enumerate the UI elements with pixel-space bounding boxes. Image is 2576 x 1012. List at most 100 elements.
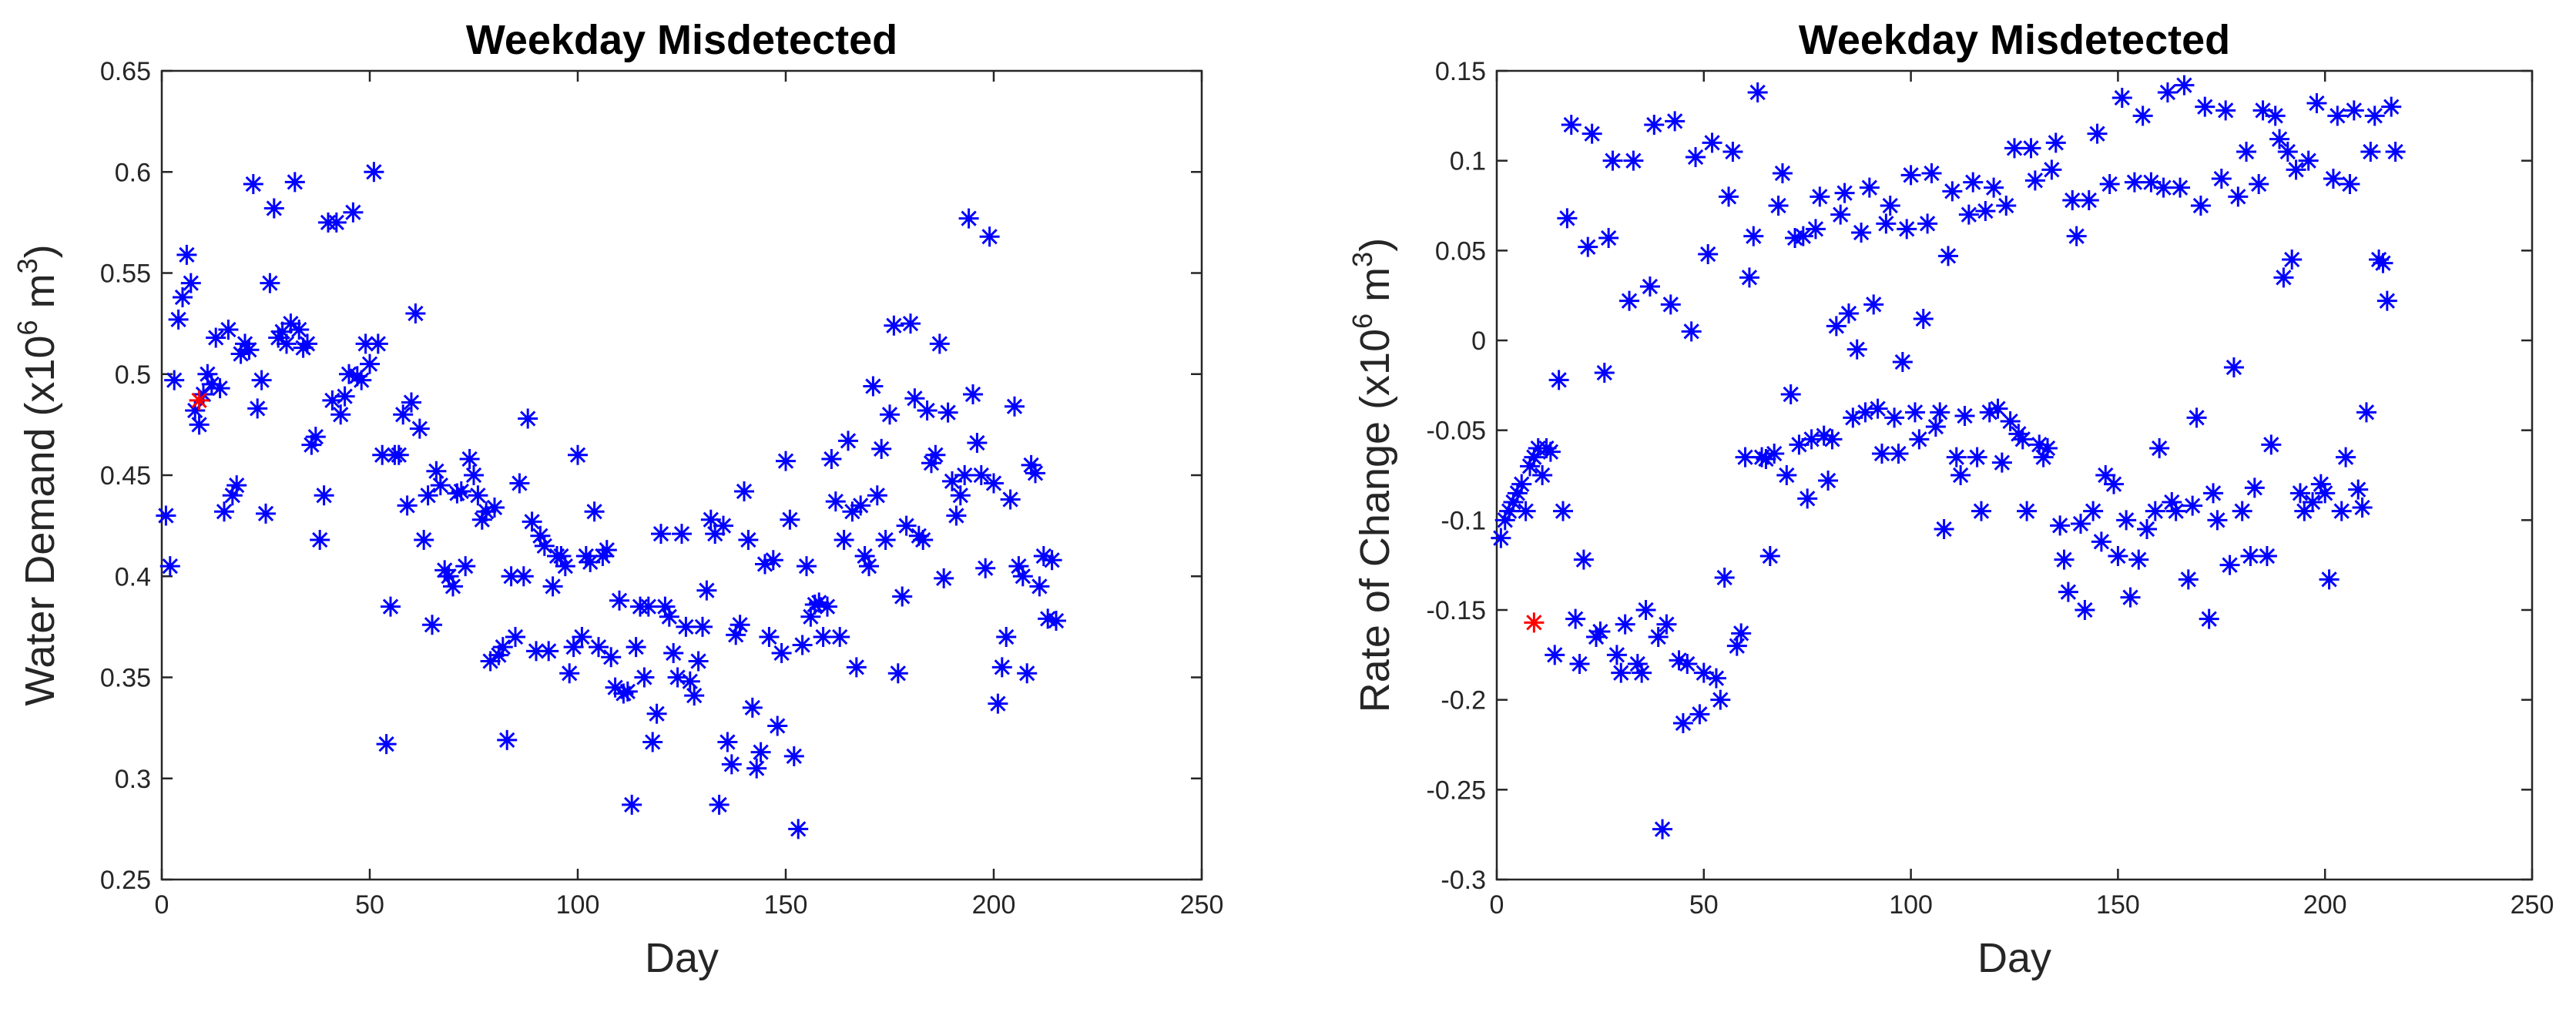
data-point bbox=[2360, 142, 2381, 162]
y-tick-label: -0.15 bbox=[1427, 596, 1487, 625]
data-point bbox=[360, 354, 380, 374]
data-point bbox=[679, 671, 700, 692]
y-tick-label: 0.1 bbox=[1450, 147, 1486, 176]
plot-area-frame bbox=[1495, 69, 2534, 881]
y-tick-label: 0.5 bbox=[115, 360, 151, 390]
data-point bbox=[1660, 294, 1681, 315]
data-point bbox=[2190, 196, 2211, 216]
data-point bbox=[559, 663, 580, 684]
data-point bbox=[455, 556, 476, 577]
data-point bbox=[676, 616, 696, 637]
x-tick-label: 250 bbox=[1180, 890, 1224, 920]
data-point bbox=[263, 198, 284, 219]
data-point bbox=[2186, 407, 2207, 428]
data-point bbox=[804, 595, 825, 615]
data-point bbox=[1863, 294, 1884, 315]
data-point bbox=[1785, 228, 1806, 248]
data-point bbox=[2078, 190, 2099, 210]
data-point bbox=[2132, 106, 2153, 126]
data-point bbox=[2306, 93, 2327, 113]
data-point bbox=[913, 530, 934, 550]
data-point bbox=[659, 606, 679, 627]
y-tick-label: -0.25 bbox=[1427, 776, 1487, 805]
data-point bbox=[880, 404, 900, 425]
data-point bbox=[1897, 219, 1917, 240]
data-point bbox=[1759, 546, 1780, 566]
data-point bbox=[1494, 510, 1515, 531]
data-point bbox=[638, 596, 659, 617]
data-point bbox=[414, 530, 434, 550]
data-point bbox=[2381, 96, 2402, 117]
data-point bbox=[759, 627, 780, 647]
data-point bbox=[863, 376, 884, 397]
data-point bbox=[1793, 226, 1813, 246]
misdetected-point bbox=[189, 390, 210, 410]
data-point bbox=[235, 333, 255, 354]
data-point bbox=[492, 637, 513, 658]
data-point bbox=[2012, 429, 2033, 450]
data-point bbox=[2058, 581, 2078, 602]
data-point bbox=[797, 556, 817, 577]
data-point bbox=[609, 590, 629, 611]
data-point bbox=[971, 465, 991, 485]
data-point bbox=[1934, 519, 1954, 539]
data-point bbox=[834, 530, 854, 550]
data-point bbox=[343, 202, 364, 223]
data-point bbox=[2373, 253, 2393, 273]
data-point bbox=[243, 174, 263, 194]
x-tick-label: 200 bbox=[972, 890, 1016, 920]
data-point bbox=[2385, 142, 2406, 162]
data-point bbox=[364, 162, 384, 183]
data-point bbox=[1975, 201, 1996, 221]
y-tick-label: -0.3 bbox=[1441, 866, 1486, 895]
data-point bbox=[322, 390, 343, 410]
data-point bbox=[2211, 169, 2232, 189]
data-point bbox=[1581, 123, 1602, 144]
data-point bbox=[1689, 704, 1710, 725]
y-axis-label-base: Water Demand (x10 bbox=[17, 335, 63, 705]
x-tick-label: 50 bbox=[355, 890, 384, 920]
series-normal bbox=[1491, 75, 2406, 839]
data-point bbox=[1491, 528, 1511, 548]
chart-title: Weekday Misdetected bbox=[466, 17, 897, 63]
data-point bbox=[388, 444, 409, 465]
data-point bbox=[771, 643, 792, 663]
data-point bbox=[963, 384, 983, 404]
data-point bbox=[2352, 498, 2373, 518]
data-point bbox=[1909, 429, 1930, 450]
data-point bbox=[351, 370, 372, 390]
data-point bbox=[846, 657, 867, 678]
data-point bbox=[326, 212, 347, 233]
data-point bbox=[1722, 142, 1743, 162]
data-point bbox=[201, 374, 222, 394]
data-point bbox=[1810, 186, 1830, 207]
data-point bbox=[850, 495, 871, 516]
y-axis-label-mid: m bbox=[1352, 267, 1398, 313]
data-point bbox=[2111, 88, 2132, 108]
data-point bbox=[1507, 483, 1528, 504]
data-point bbox=[476, 501, 497, 522]
data-point bbox=[2331, 501, 2352, 521]
data-point bbox=[709, 794, 730, 815]
series-normal bbox=[156, 162, 1066, 839]
data-point bbox=[2294, 501, 2315, 521]
data-point bbox=[2170, 177, 2191, 198]
data-point bbox=[1548, 370, 1569, 390]
data-point bbox=[1672, 713, 1693, 733]
data-point bbox=[247, 398, 268, 419]
data-point bbox=[1979, 402, 2000, 423]
data-point bbox=[168, 309, 189, 330]
data-point bbox=[1846, 339, 1867, 360]
y-tick-label: 0.6 bbox=[115, 158, 151, 187]
data-point bbox=[2195, 96, 2215, 117]
data-point bbox=[1996, 196, 2017, 216]
data-point bbox=[330, 404, 351, 425]
data-point bbox=[230, 343, 251, 364]
data-point bbox=[1743, 226, 1764, 246]
data-point bbox=[1632, 662, 1652, 683]
data-point bbox=[222, 485, 243, 506]
chart-title: Weekday Misdetected bbox=[1799, 17, 2230, 63]
data-point bbox=[2153, 177, 2174, 198]
data-point bbox=[2087, 123, 2108, 144]
data-point bbox=[2376, 290, 2397, 311]
